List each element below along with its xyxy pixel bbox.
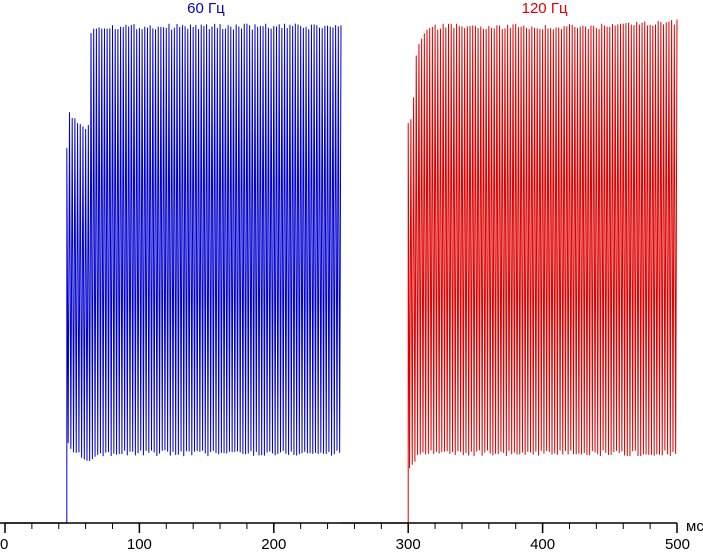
- x-tick-label: 100: [127, 536, 152, 552]
- x-axis-unit-label: мс: [686, 518, 703, 535]
- x-tick-label: 0: [0, 536, 8, 552]
- series-0-line: [66, 23, 342, 524]
- series-0-label: 60 Гц: [187, 0, 225, 17]
- x-tick-label: 300: [396, 536, 421, 552]
- x-tick-label: 500: [665, 536, 690, 552]
- series-1-label: 120 Гц: [522, 0, 568, 17]
- x-ticks: 0 100 200 300 400 500: [0, 523, 690, 552]
- series-1-line: [407, 19, 678, 523]
- x-tick-label: 400: [530, 536, 555, 552]
- plot-traces: [5, 19, 678, 524]
- series-labels: 60 Гц 120 Гц: [187, 0, 568, 17]
- x-tick-label: 200: [261, 536, 286, 552]
